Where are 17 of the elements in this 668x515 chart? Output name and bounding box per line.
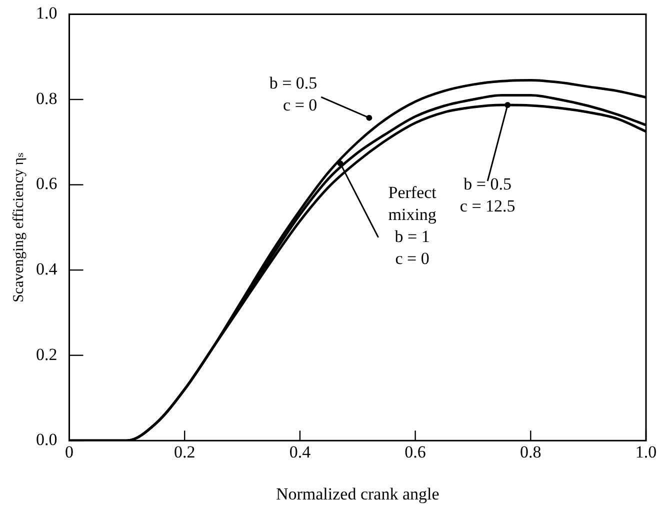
x-tick-label: 0.6	[404, 442, 426, 462]
x-tick-label: 1.0	[635, 442, 657, 462]
y-tick-label: 0.8	[36, 88, 58, 108]
x-tick-label: 0.8	[520, 442, 542, 462]
y-tick-label: 1.0	[36, 4, 58, 23]
x-tick-label: 0.2	[174, 442, 196, 462]
y-tick-label: 0.6	[36, 174, 58, 194]
y-tick-label: 0.0	[36, 430, 58, 450]
annotation: b = 0.5 c = 0	[269, 73, 318, 114]
annotation: Perfect mixing b = 1 c = 0	[388, 182, 437, 268]
y-axis-title: Scavenging efficiency ηₛ	[10, 152, 27, 302]
x-tick-label: 0	[65, 442, 74, 462]
annotation: b = 0.5 c = 12.5	[460, 174, 516, 216]
x-tick-label: 0.4	[289, 442, 312, 462]
y-tick-label: 0.2	[36, 344, 58, 364]
y-tick-label: 0.4	[36, 260, 58, 279]
x-axis-title: Normalized crank angle	[276, 484, 440, 504]
